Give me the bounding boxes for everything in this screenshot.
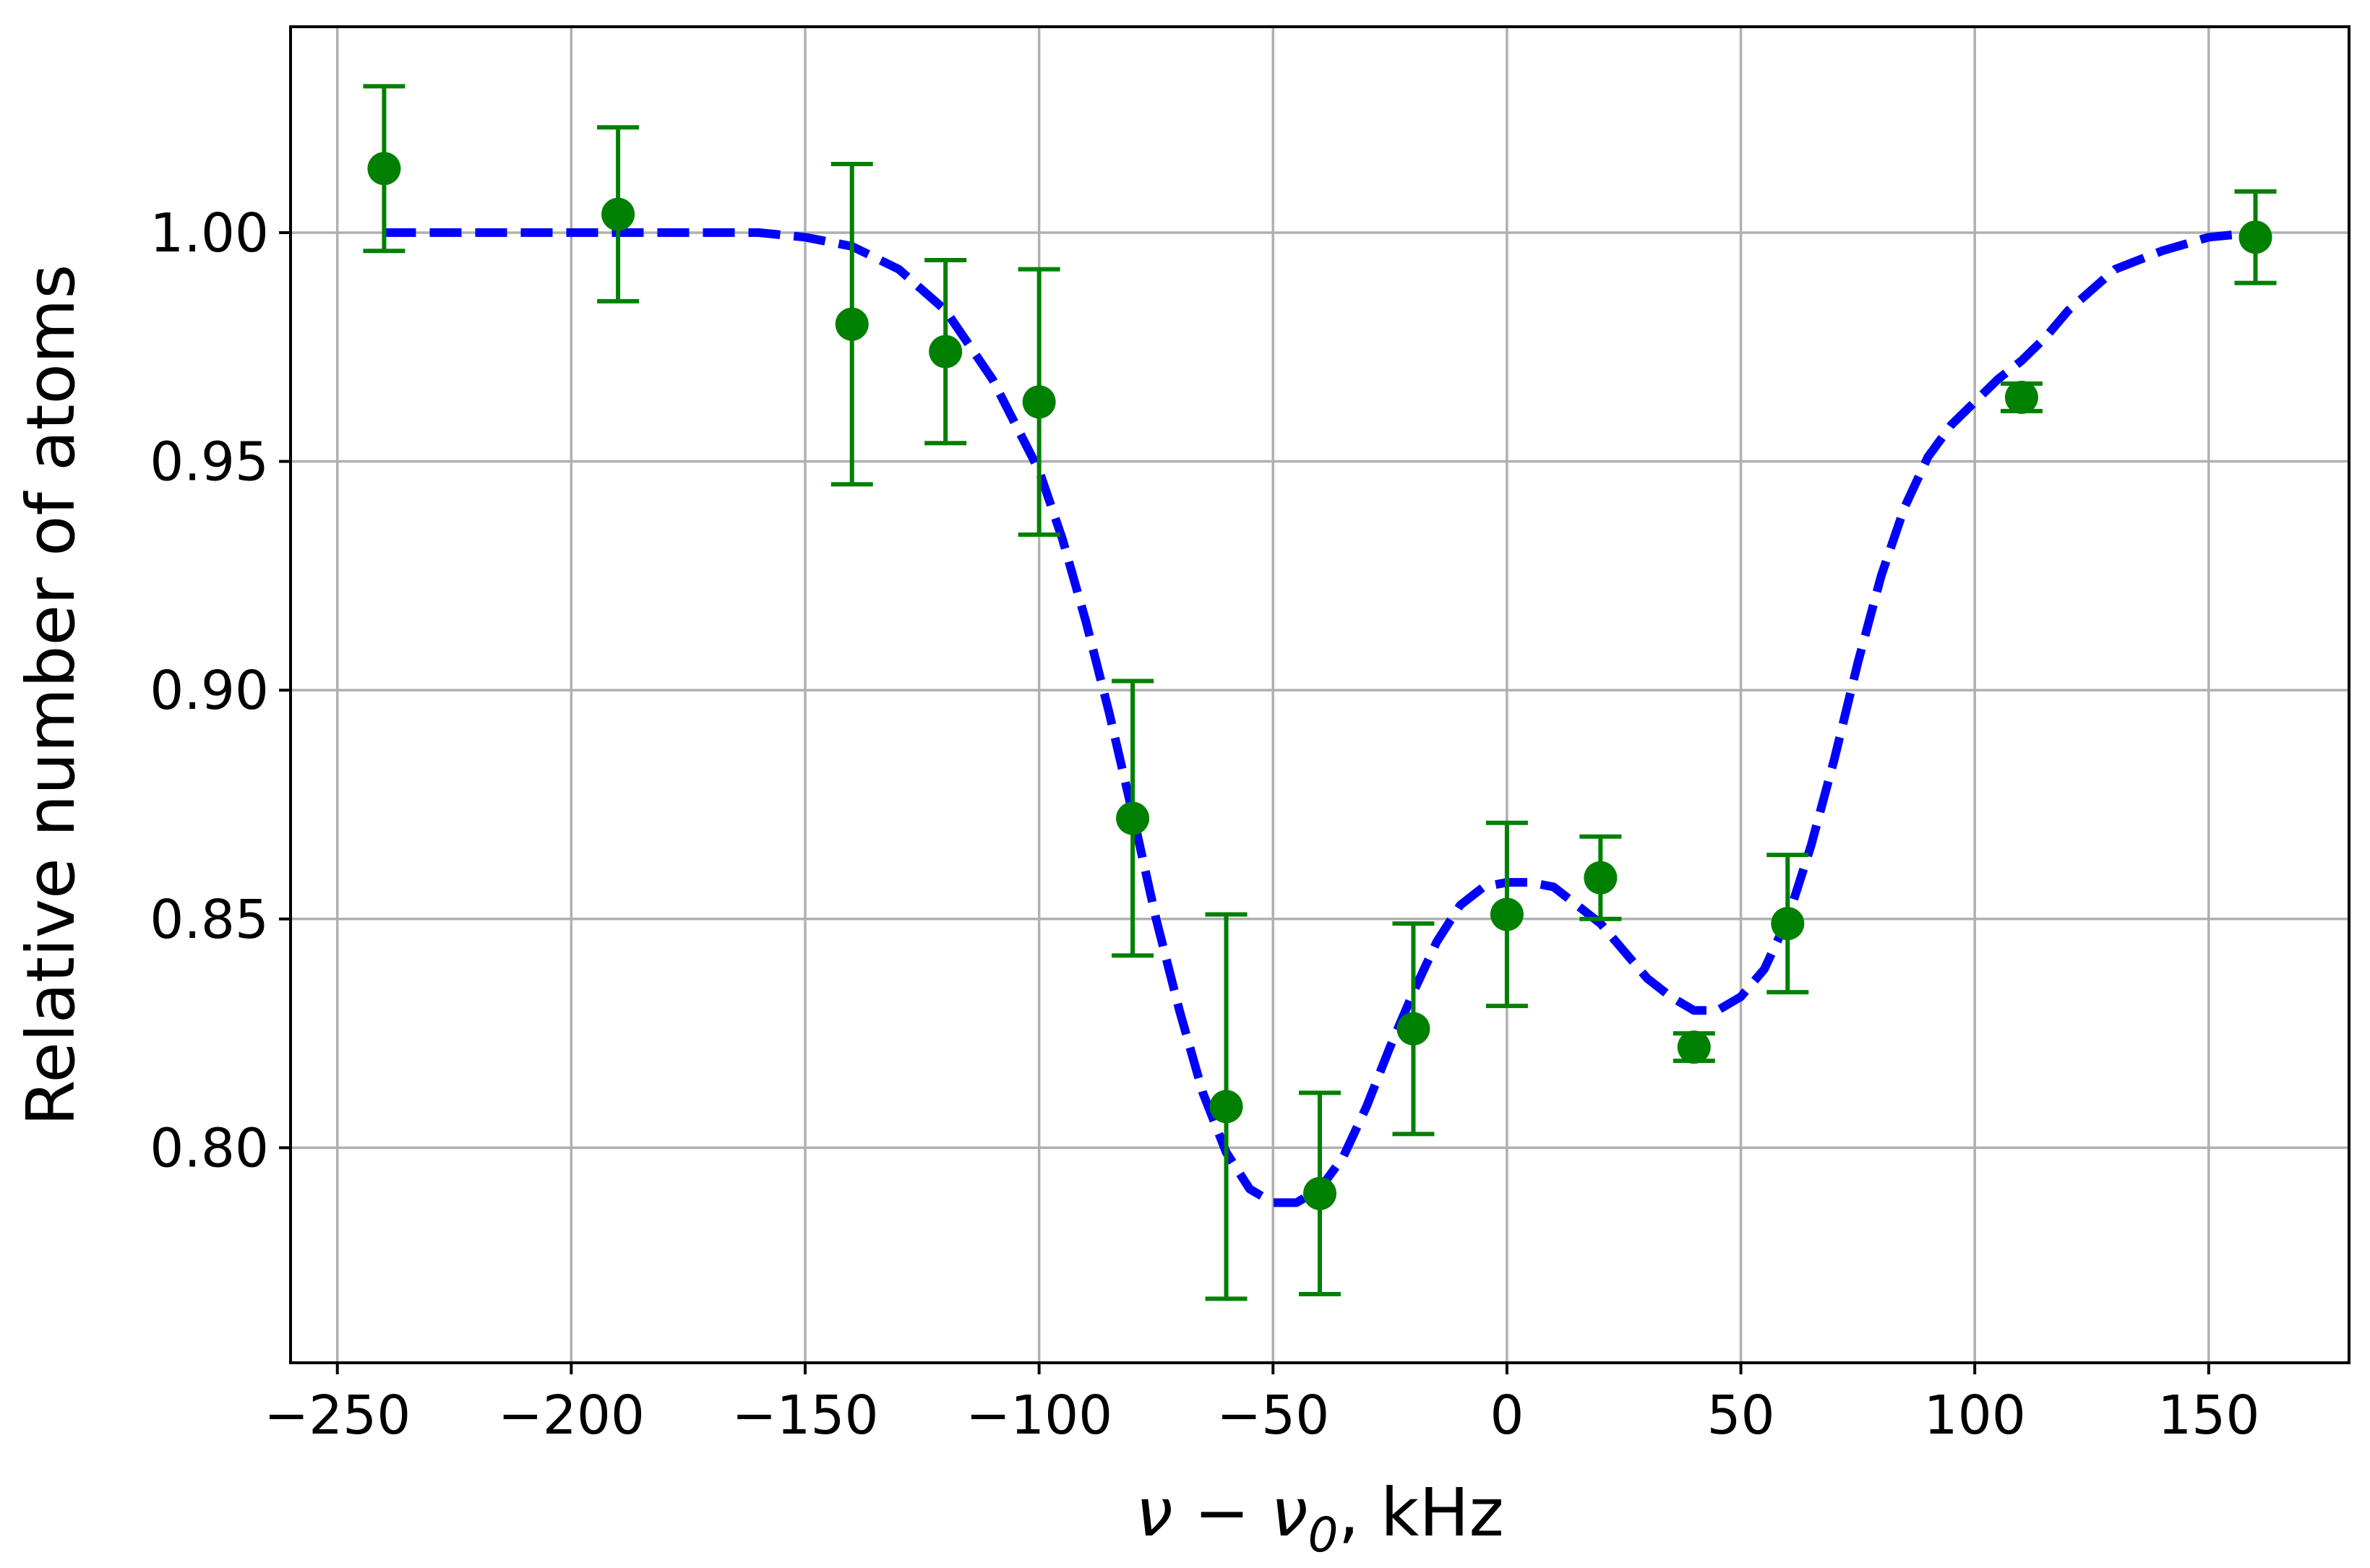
- y-tick-label: 0.85: [150, 889, 269, 951]
- data-point-marker: [1022, 385, 1056, 419]
- data-point-marker: [1584, 861, 1618, 895]
- plot-frame: [289, 25, 2350, 1364]
- x-tick-label: 50: [1706, 1384, 1774, 1447]
- x-axis-label-main: ν − ν: [1135, 1474, 1308, 1551]
- data-point-group: [1112, 679, 1154, 958]
- data-point-marker: [1677, 1030, 1711, 1064]
- x-tick-label: −200: [498, 1384, 645, 1447]
- y-axis-ticks: 0.80 0.85 0.90 0.95 1.00: [150, 202, 291, 1179]
- x-tick-label: 0: [1490, 1384, 1524, 1447]
- y-tick-label: 0.95: [150, 431, 269, 494]
- x-tick-label: 100: [1924, 1384, 2026, 1447]
- data-point-marker: [835, 307, 869, 341]
- y-tick-label: 0.90: [150, 660, 269, 722]
- data-point-group: [1485, 820, 1528, 1009]
- data-point-marker: [929, 335, 963, 369]
- x-tick-label: −150: [731, 1384, 878, 1447]
- data-point-marker: [1116, 801, 1150, 835]
- fit-layer: [384, 228, 2257, 1207]
- data-point-marker: [1771, 907, 1805, 941]
- fit-curve-line: [384, 228, 2257, 1207]
- data-point-group: [1579, 834, 1622, 921]
- x-axis-label-unit: , kHz: [1339, 1474, 1504, 1551]
- data-point-marker: [367, 152, 401, 186]
- grid-layer: [291, 27, 2349, 1363]
- x-tick-label: −250: [264, 1384, 411, 1447]
- data-point-marker: [1490, 897, 1524, 931]
- data-point-group: [1766, 853, 1809, 995]
- data-point-group: [2000, 380, 2043, 414]
- x-axis-label: ν − ν0, kHz: [1135, 1474, 1504, 1563]
- data-point-group: [1299, 1090, 1341, 1297]
- data-point-group: [830, 161, 873, 487]
- data-point-marker: [1396, 1012, 1430, 1046]
- data-point-marker: [2238, 220, 2272, 254]
- data-point-group: [2234, 189, 2277, 285]
- y-tick-label: 1.00: [150, 202, 269, 264]
- x-tick-label: −50: [1216, 1384, 1329, 1447]
- data-point-marker: [601, 197, 635, 231]
- data-point-marker: [2004, 380, 2038, 414]
- points-layer: [363, 84, 2277, 1301]
- data-point-group: [1392, 921, 1435, 1137]
- data-point-group: [597, 125, 640, 303]
- x-tick-label: 150: [2158, 1384, 2259, 1447]
- x-axis-label-subscript: 0: [1308, 1507, 1339, 1563]
- y-tick-label: 0.80: [150, 1117, 269, 1179]
- data-point-marker: [1303, 1176, 1336, 1210]
- x-axis-ticks: −250 −200 −150 −100 −50 0 50 100 150: [264, 1363, 2259, 1447]
- data-point-group: [1018, 267, 1060, 537]
- data-point-marker: [1209, 1090, 1243, 1124]
- data-point-group: [1205, 912, 1248, 1301]
- data-point-group: [924, 257, 967, 446]
- x-tick-label: −100: [966, 1384, 1112, 1447]
- data-point-group: [363, 84, 405, 254]
- y-axis-label: Relative number of atoms: [12, 264, 90, 1127]
- data-point-group: [1673, 1030, 1715, 1064]
